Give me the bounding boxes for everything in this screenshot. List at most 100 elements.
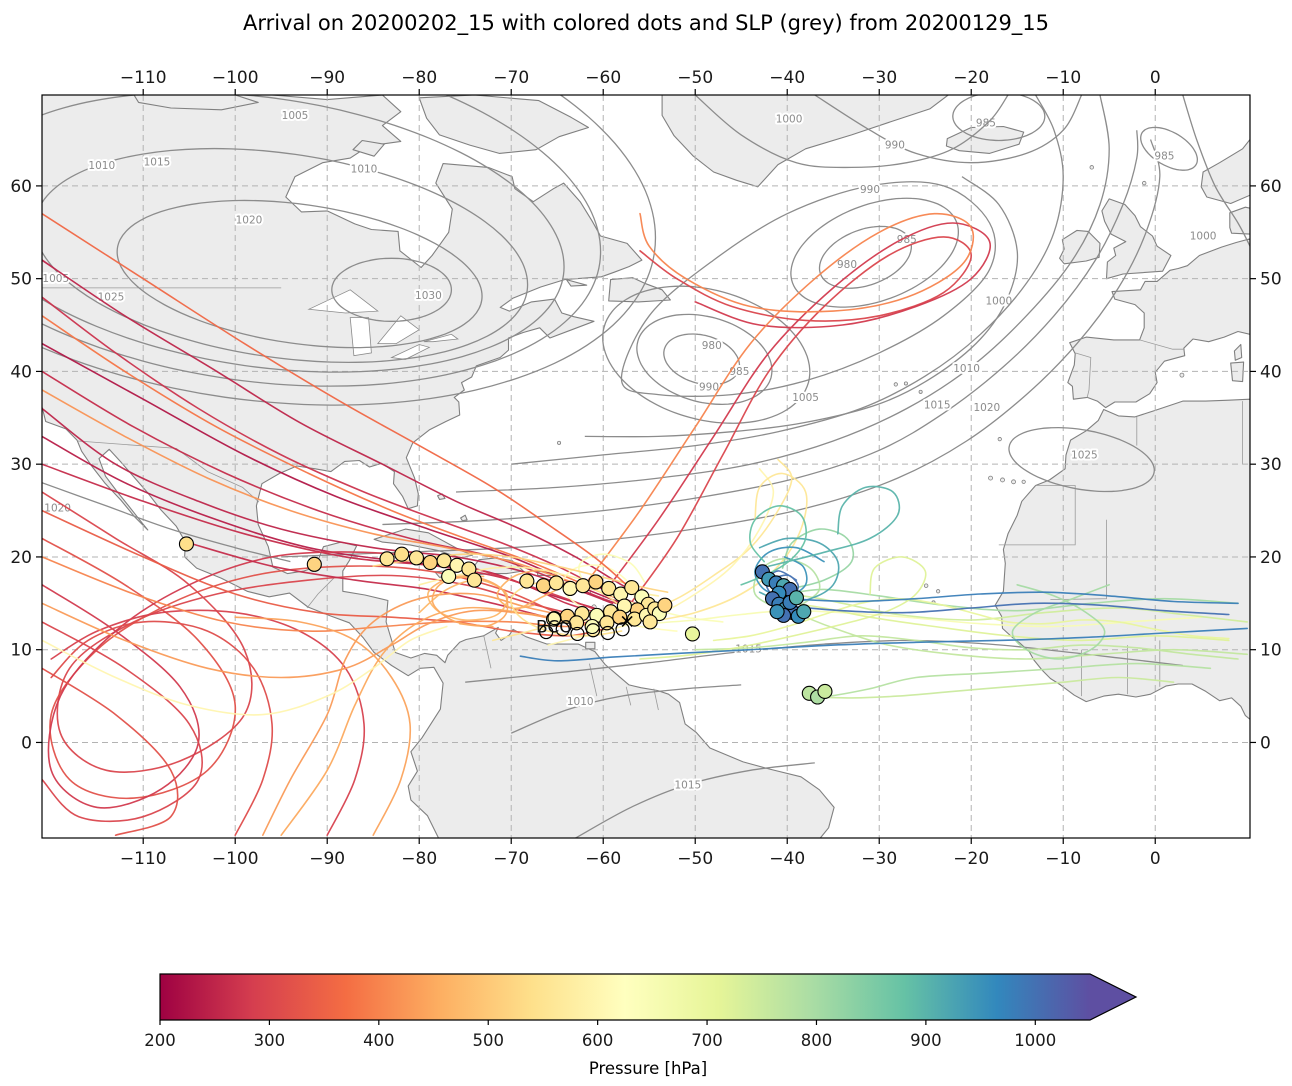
colorbar-tick-label: 200 <box>144 1031 176 1050</box>
trajectory <box>418 575 509 621</box>
colorbar-tick-label: 600 <box>582 1031 614 1050</box>
slp-contour <box>510 684 742 734</box>
land-polygon <box>565 279 588 287</box>
trajectory <box>768 485 901 567</box>
trajectory <box>809 662 1212 698</box>
trajectory <box>648 472 808 623</box>
trajectory <box>694 634 1239 660</box>
lake-polygon <box>307 289 379 314</box>
colorbar-tick-label: 400 <box>363 1031 395 1050</box>
slp-contour-label: 1010 <box>88 160 115 172</box>
trajectory <box>777 602 1230 616</box>
colorbar-tick-label: 500 <box>472 1031 504 1050</box>
pressure-dot <box>624 580 640 596</box>
trajectory <box>815 676 1175 699</box>
x-tick-label-bottom: −60 <box>585 849 621 869</box>
trajectory <box>630 236 973 605</box>
figure-title: Arrival on 20200202_15 with colored dots… <box>243 11 1049 36</box>
slp-contour <box>331 257 453 322</box>
slp-contour <box>382 130 1139 526</box>
colorbar-tick-label: 900 <box>910 1031 942 1050</box>
trajectory <box>786 591 1239 605</box>
slp-contour-label: 1010 <box>567 696 594 708</box>
pressure-dot <box>519 573 535 589</box>
x-tick-label-top: −40 <box>769 68 805 88</box>
slp-contour <box>814 95 1083 164</box>
x-tick-label-bottom: −50 <box>677 849 713 869</box>
y-tick-label-right: 10 <box>1260 641 1282 661</box>
trajectory <box>519 627 1248 662</box>
lake-polygon <box>390 344 431 360</box>
slp-contour-label: 1010 <box>953 363 980 375</box>
island <box>918 389 923 394</box>
pressure-dot <box>657 597 673 613</box>
land-polygon <box>1233 343 1243 361</box>
x-tick-label-top: −10 <box>1045 68 1081 88</box>
trajectory <box>42 407 614 605</box>
island <box>1000 477 1005 483</box>
open-circle-marker <box>600 625 615 641</box>
x-tick-label-bottom: −90 <box>309 849 345 869</box>
pressure-dot <box>584 618 600 635</box>
country-border <box>625 686 632 706</box>
x-tick-label-bottom: −10 <box>1045 849 1081 869</box>
x-tick-label-bottom: −40 <box>769 849 805 869</box>
pressure-dot <box>769 604 785 620</box>
trajectory <box>740 505 808 586</box>
open-circle-marker <box>539 624 554 640</box>
land-polygon <box>1200 95 1250 205</box>
pressure-dot <box>568 615 585 631</box>
land-polygon <box>1067 238 1250 409</box>
pressure-dot <box>684 626 701 642</box>
land-polygon <box>1229 206 1250 235</box>
x-tick-label-bottom: −70 <box>493 849 529 869</box>
slp-contour-label: 1025 <box>1071 449 1098 461</box>
y-tick-label-left: 60 <box>10 177 32 197</box>
y-tick-label-left: 20 <box>10 548 32 568</box>
y-tick-label-right: 50 <box>1260 270 1282 290</box>
pressure-dot <box>535 578 551 594</box>
lake-polygon <box>423 333 459 343</box>
slp-contour-label: 1015 <box>144 156 171 168</box>
y-tick-label-left: 10 <box>10 641 32 661</box>
pressure-dot <box>588 574 604 590</box>
trajectory <box>42 463 604 616</box>
x-tick-label-top: −60 <box>585 68 621 88</box>
open-circle-marker <box>555 622 570 637</box>
slp-contour-label: 990 <box>860 184 880 196</box>
dot-layer <box>178 536 833 705</box>
y-tick-label-right: 0 <box>1260 733 1271 753</box>
trajectory <box>262 592 586 836</box>
colorbar-tick-label: 1000 <box>1014 1031 1056 1050</box>
pressure-dot <box>436 553 452 569</box>
land-polygon <box>1101 198 1172 280</box>
land-layer <box>42 95 1250 838</box>
slp-contour-label: 1005 <box>792 392 819 404</box>
country-border <box>1075 352 1092 398</box>
trajectory <box>781 528 855 591</box>
pressure-dot <box>562 580 578 597</box>
trajectory <box>42 625 448 716</box>
trajectory <box>42 621 203 823</box>
trajectory <box>639 556 927 660</box>
trajectory <box>50 620 274 836</box>
trajectory <box>754 546 825 597</box>
slp-contour <box>1182 95 1250 247</box>
slp-contour-label: 985 <box>1154 151 1174 163</box>
land-polygon <box>994 398 1250 720</box>
slp-contour-label: 1020 <box>236 215 263 227</box>
slp-contour <box>694 95 1009 169</box>
pressure-dot <box>306 556 322 572</box>
trajectory <box>786 588 1239 612</box>
open-circle-marker <box>615 622 630 637</box>
trajectory <box>42 509 604 637</box>
open-circle-marker <box>585 623 601 638</box>
slp-contour <box>620 181 997 397</box>
island <box>923 583 929 588</box>
slp-contour-label: 1010 <box>351 164 378 176</box>
trajectory <box>1011 584 1110 660</box>
slp-contour-label: 1015 <box>674 780 701 792</box>
slp-contour <box>455 95 1110 493</box>
slp-contour-label: 1000 <box>1190 230 1217 242</box>
